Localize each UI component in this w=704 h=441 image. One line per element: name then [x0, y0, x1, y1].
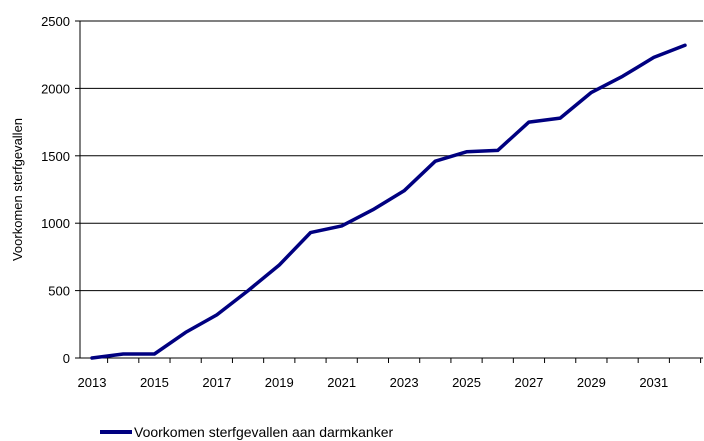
- legend: Voorkomen sterfgevallen aan darmkanker: [100, 424, 393, 440]
- y-tick-label: 500: [48, 284, 70, 299]
- y-tick-label: 0: [63, 351, 70, 366]
- legend-label: Voorkomen sterfgevallen aan darmkanker: [134, 424, 394, 440]
- y-axis-label: Voorkomen sterfgevallen: [10, 118, 25, 261]
- gridlines: [80, 20, 703, 292]
- x-tick-label: 2015: [140, 375, 169, 390]
- x-tick-label: 2025: [452, 375, 481, 390]
- x-tick-label: 2021: [327, 375, 356, 390]
- legend-swatch: [100, 430, 132, 434]
- x-tick-label: 2023: [390, 375, 419, 390]
- y-tick-label: 2500: [41, 14, 70, 29]
- x-tick-label: 2013: [78, 375, 107, 390]
- y-tick-label: 1500: [41, 149, 70, 164]
- x-tick-label: 2029: [577, 375, 606, 390]
- y-axis-ticks: 0 500 1000 1500 2000 2500: [41, 14, 80, 366]
- series-line: [90, 43, 687, 360]
- series-lines: [90, 43, 687, 360]
- y-tick-label: 1000: [41, 216, 70, 231]
- x-tick-label: 2017: [202, 375, 231, 390]
- x-tick-label: 2027: [514, 375, 543, 390]
- x-tick-label: 2019: [265, 375, 294, 390]
- x-tick-label: 2031: [639, 375, 668, 390]
- plot-area: [79, 21, 703, 359]
- y-tick-label: 2000: [41, 81, 70, 96]
- x-axis-ticks: 2013 2015 2017 2019 2021 2023 2025 2027 2029 2031: [78, 358, 702, 390]
